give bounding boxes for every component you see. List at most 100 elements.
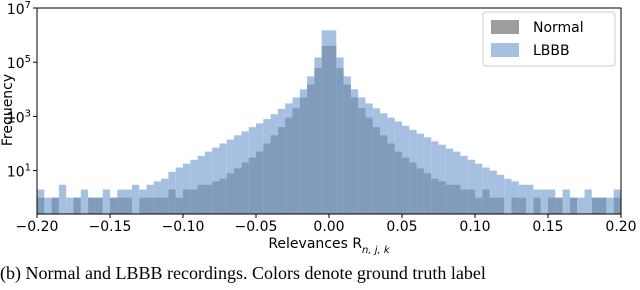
bar [329,30,337,214]
x-tick-label: 0.20 [605,219,636,235]
bar [37,189,45,214]
bar [88,197,96,214]
bar [110,197,118,214]
bar [489,170,497,214]
bar [66,197,74,214]
bar [511,181,519,214]
bar [285,103,293,214]
bar [562,189,570,214]
bar [372,108,381,214]
bar [168,171,176,214]
y-tick-label: 107 [7,0,31,18]
legend-label: LBBB [533,43,570,59]
bar [504,178,512,214]
bar [307,76,315,214]
bar [51,197,59,214]
bar [438,144,446,214]
bar [613,189,621,214]
bar [175,167,183,214]
bar [358,97,366,214]
bar [226,139,235,214]
x-tick-label: 0.05 [386,219,417,235]
bar [292,97,300,214]
bar [270,114,278,214]
bar [540,189,548,214]
bar [365,103,373,214]
bar [234,135,242,214]
x-tick-label: −0.20 [16,219,59,235]
x-tick-label: 0.00 [313,219,344,235]
bar [256,123,264,214]
bar [460,155,468,214]
bar [577,197,585,214]
bar [416,133,424,214]
x-tick-label: −0.10 [162,219,205,235]
bar [95,197,103,214]
bar [58,184,67,214]
x-tick-label: 0.10 [459,219,490,235]
bar [321,30,329,214]
bar [139,189,147,214]
bar [343,76,351,214]
legend-label: Normal [533,20,584,36]
bar [146,184,154,214]
bar [526,184,534,214]
bar [533,189,541,214]
x-tick-label: 0.15 [532,219,563,235]
legend-swatch [491,43,519,57]
bar [453,151,461,214]
bar [475,163,483,214]
bar [445,148,454,214]
bar [124,189,132,214]
bar [73,197,81,214]
bar [591,197,600,214]
y-tick-label: 105 [7,54,31,72]
bar [409,129,417,214]
bar [248,127,256,214]
bar [518,184,527,214]
bar [219,143,227,214]
bar [183,163,191,214]
bar [204,151,213,214]
bar [80,189,89,214]
bar [599,197,607,214]
y-axis-label: Frequency [0,74,16,146]
bar [299,89,308,214]
bar [117,189,125,214]
bar [212,147,220,214]
bar [496,174,505,214]
bar [153,181,162,214]
bar [336,57,344,214]
bar [402,125,410,214]
bar [584,189,592,214]
bar [314,57,322,214]
x-axis-label: Relevances Rn, j, k [268,236,391,256]
bar [387,117,395,214]
bar [555,197,563,214]
bar [380,113,388,214]
bar [44,197,52,214]
bar [569,197,578,214]
bar [350,89,359,214]
bar [131,184,140,214]
bar [190,159,198,214]
x-tick-label: −0.05 [235,219,278,235]
bar [423,137,432,214]
bar [263,119,271,214]
bar [161,178,169,214]
bar [482,167,490,214]
bar [467,159,475,214]
caption: (b) Normal and LBBB recordings. Colors d… [0,263,486,284]
bar [241,131,249,214]
x-tick-label: −0.15 [89,219,132,235]
y-tick-label: 103 [7,108,31,126]
bar [197,155,205,214]
bar [277,108,286,214]
bar [606,197,614,214]
series [37,30,621,214]
bar [431,141,439,214]
bar [394,121,402,214]
legend-swatch [491,20,519,34]
